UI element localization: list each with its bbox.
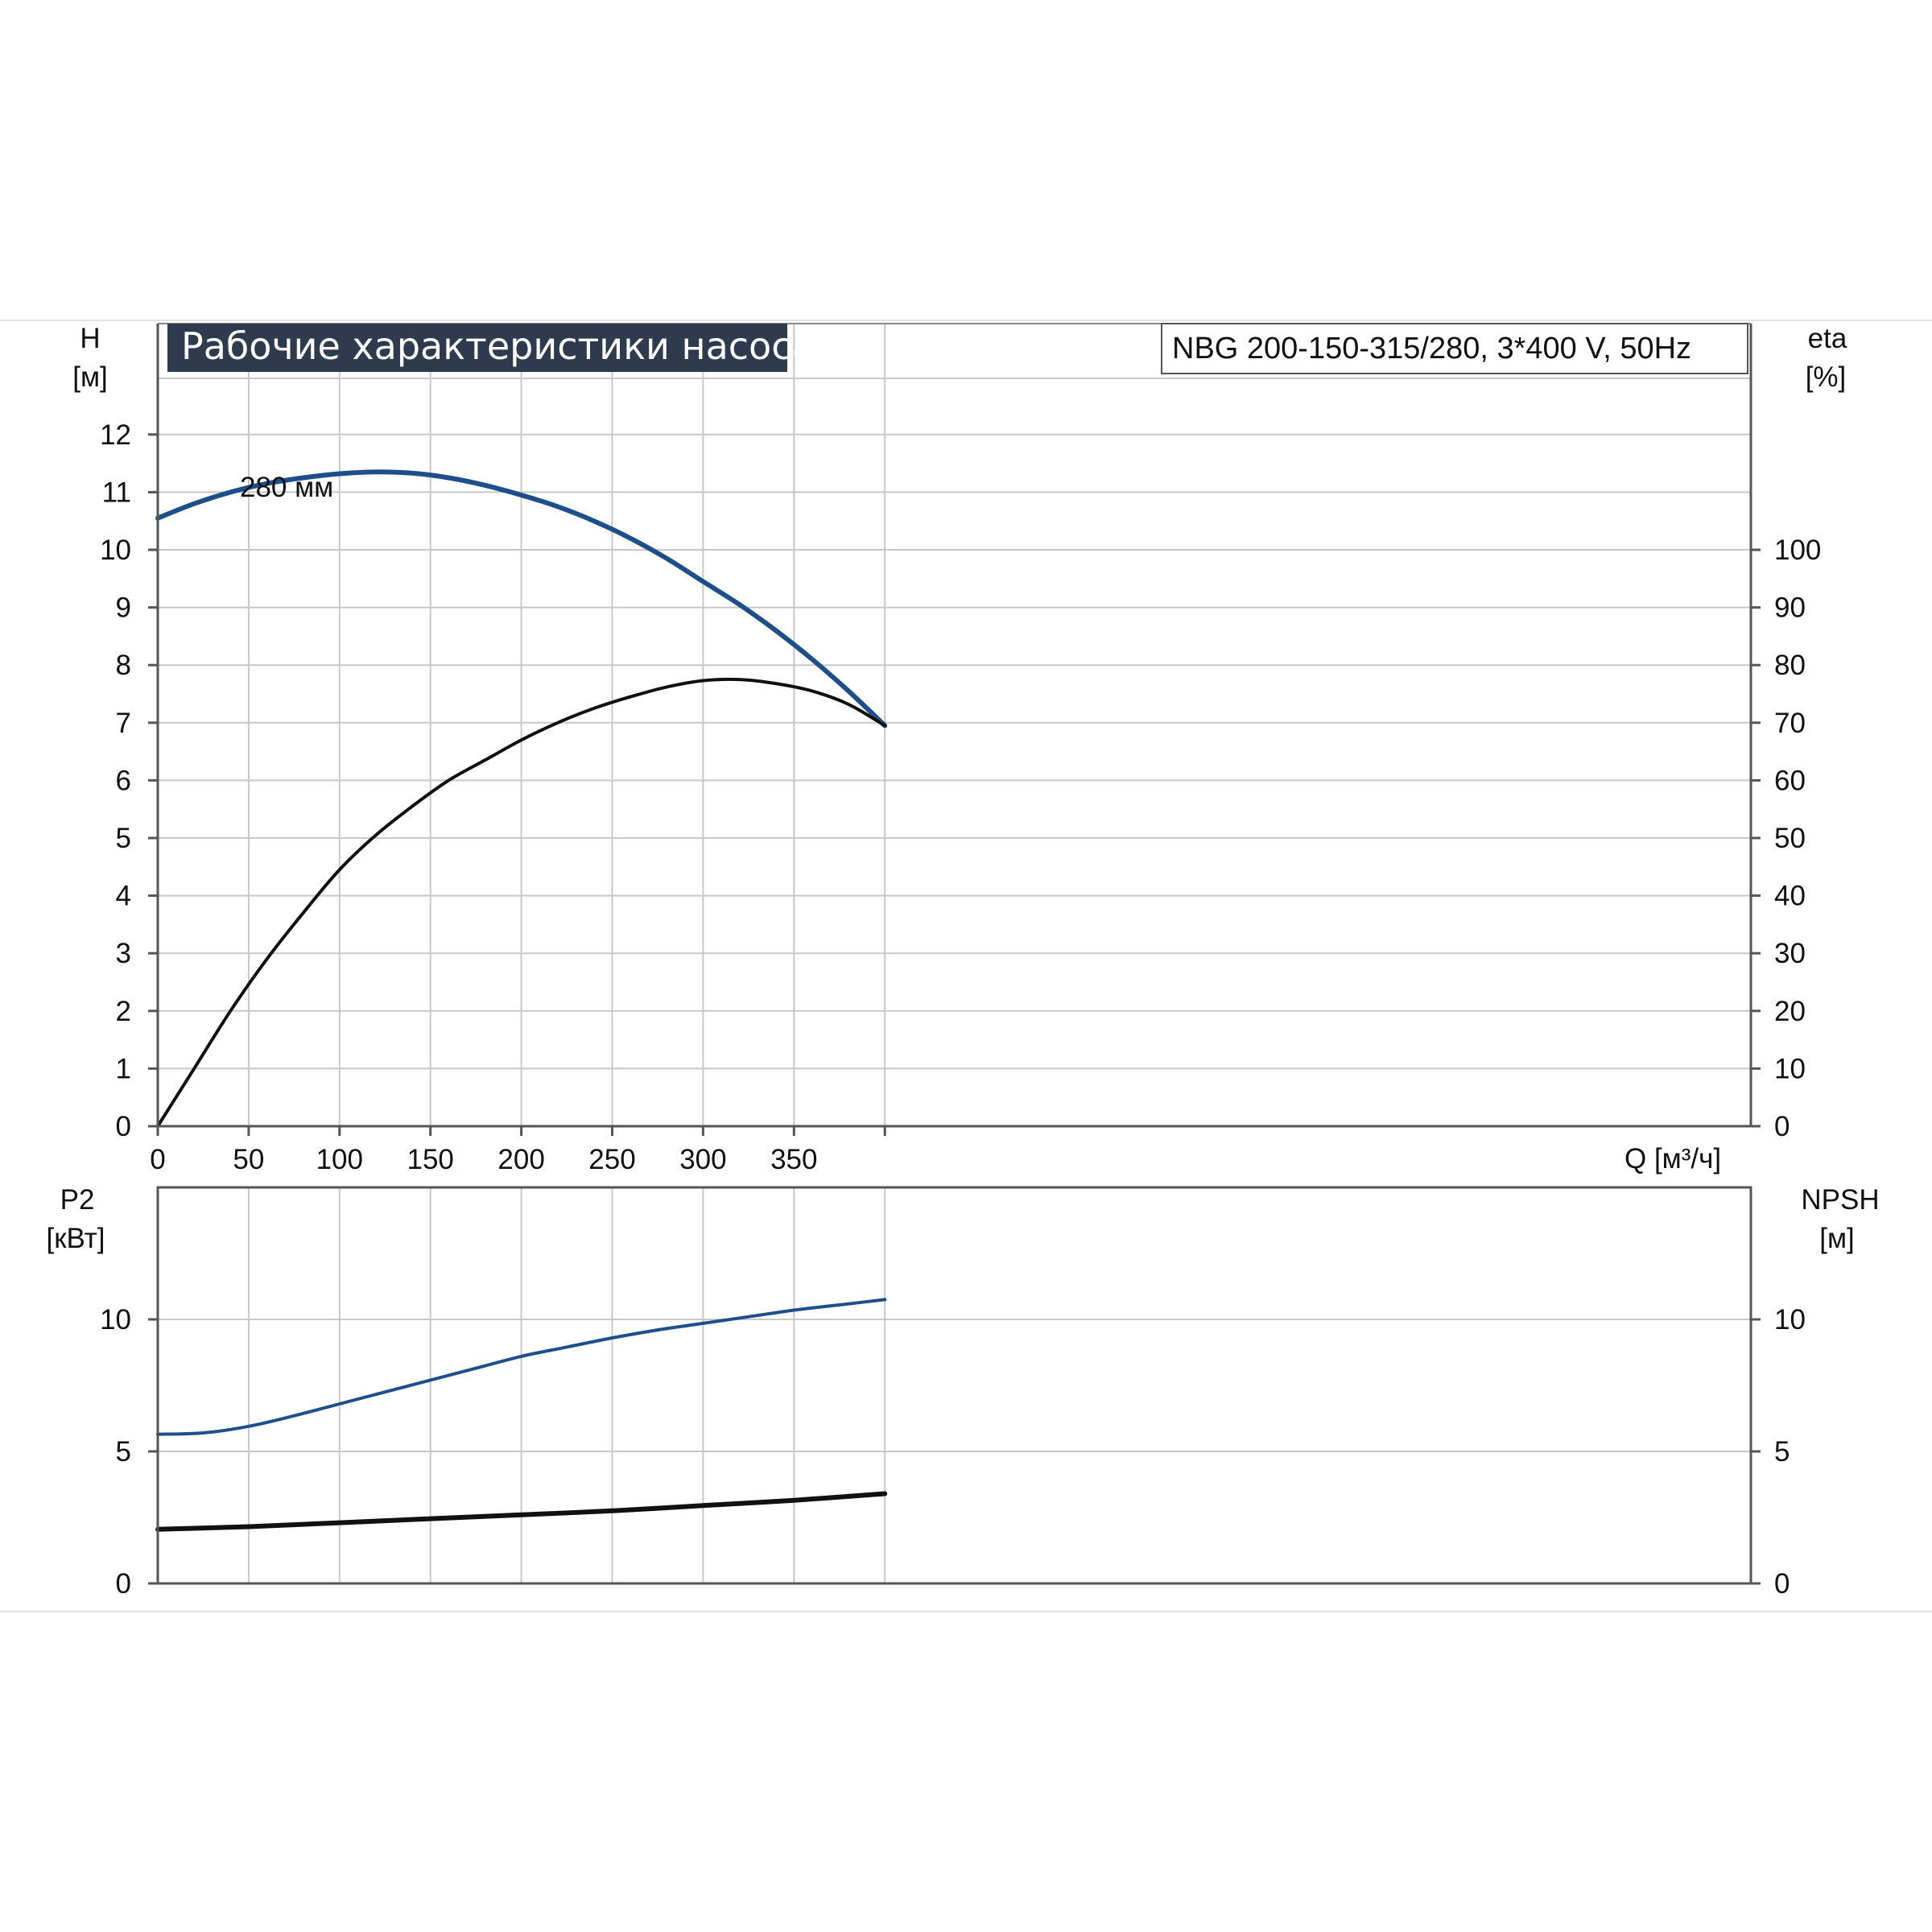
flow-axis-label: Q [м³/ч] — [1624, 1143, 1721, 1174]
efficiency-tick-label: 50 — [1774, 823, 1806, 854]
head-tick-label: 11 — [102, 477, 131, 508]
npsh-axis-title: NPSH — [1801, 1184, 1879, 1216]
flow-tick-label: 100 — [316, 1144, 363, 1175]
efficiency-axis-unit: [%] — [1806, 361, 1847, 393]
efficiency-tick-label: 80 — [1774, 650, 1806, 681]
npsh-axis-unit: [м] — [1819, 1223, 1855, 1254]
head-axis-unit: [м] — [72, 361, 108, 393]
efficiency-tick-label: 10 — [1774, 1053, 1806, 1084]
efficiency-tick-label: 100 — [1774, 535, 1821, 566]
power-tick-label: 0 — [116, 1568, 131, 1600]
curves-layer — [155, 469, 888, 1532]
chart-title: Рабочие характеристики насоса — [181, 324, 815, 368]
head-tick-label: 4 — [116, 881, 131, 912]
impeller-diameter-label: 280 мм — [240, 472, 333, 503]
head-tick-label: 1 — [116, 1053, 131, 1084]
npsh-tick-label: 5 — [1774, 1436, 1790, 1468]
npsh-tick-label: 10 — [1774, 1304, 1806, 1335]
efficiency-tick-label: 90 — [1774, 592, 1806, 624]
top-panel-grid — [158, 324, 1751, 1126]
head-curve — [155, 469, 888, 729]
power-tick-label: 5 — [116, 1436, 131, 1468]
efficiency-tick-label: 30 — [1774, 938, 1806, 969]
npsh-tick-label: 0 — [1774, 1568, 1790, 1600]
flow-tick-label: 300 — [679, 1144, 726, 1175]
power-tick-label: 10 — [100, 1304, 131, 1335]
head-tick-label: 3 — [116, 938, 131, 969]
bottom-panel-frame — [156, 1186, 1752, 1585]
efficiency-axis-title: eta — [1808, 323, 1847, 354]
head-tick-label: 10 — [100, 535, 131, 566]
flow-tick-label: 150 — [407, 1144, 453, 1175]
flow-tick-label: 50 — [233, 1144, 264, 1175]
efficiency-tick-label: 60 — [1774, 765, 1806, 796]
flow-tick-label: 350 — [770, 1144, 817, 1175]
flow-tick-label: 200 — [497, 1144, 544, 1175]
head-axis-title: H — [80, 323, 100, 354]
head-tick-label: 0 — [116, 1111, 131, 1142]
head-tick-label: 7 — [116, 708, 131, 739]
npsh-curve — [155, 1491, 888, 1532]
power-curve — [156, 1298, 887, 1436]
head-tick-label: 8 — [116, 650, 131, 681]
flow-tick-label: 250 — [588, 1144, 635, 1175]
title-box — [167, 324, 787, 372]
head-tick-label: 2 — [116, 996, 131, 1027]
model-label: NBG 200-150-315/280, 3*400 V, 50Hz — [1172, 332, 1691, 365]
bottom-panel-grid — [158, 1187, 1751, 1583]
efficiency-tick-label: 0 — [1774, 1111, 1790, 1142]
efficiency-curve — [156, 677, 887, 1128]
head-tick-label: 6 — [116, 765, 131, 796]
flow-tick-label: 0 — [150, 1144, 165, 1175]
power-axis-title: P2 — [60, 1184, 95, 1216]
efficiency-tick-label: 40 — [1774, 881, 1806, 912]
head-tick-label: 5 — [116, 823, 131, 854]
efficiency-tick-label: 20 — [1774, 996, 1806, 1027]
power-axis-unit: [кВт] — [47, 1223, 105, 1254]
efficiency-tick-label: 70 — [1774, 708, 1806, 739]
head-tick-label: 9 — [116, 592, 131, 624]
model-box — [1161, 323, 1748, 374]
head-tick-label: 12 — [100, 419, 131, 451]
